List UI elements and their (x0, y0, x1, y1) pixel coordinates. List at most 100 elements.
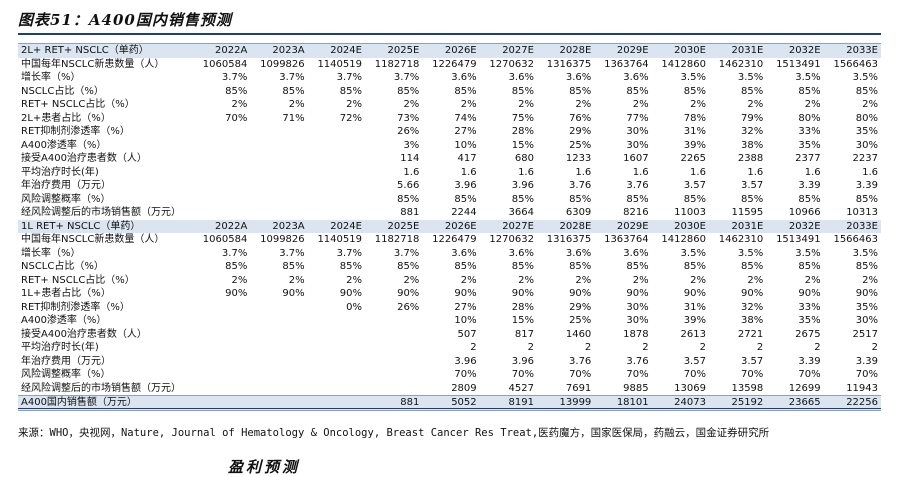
table-cell (365, 355, 422, 369)
table-cell: 3.96 (454, 180, 477, 191)
table-row: NSCLC占比（%） 85% 85% 85% 85% 85% 85% 85% 85% 85% 85%… (18, 260, 881, 274)
table-cell (308, 382, 365, 396)
table-cell: 1.6 (804, 166, 821, 178)
table-cell: 1566463 (833, 58, 878, 70)
section-title: 2L+ RET+ NSCLC（单药） (18, 43, 193, 58)
row-label: 年治疗费用（万元） (21, 355, 111, 367)
table-cell: 2% (690, 99, 706, 110)
table-cell: 2% (518, 99, 534, 110)
table-cell: 3.39 (855, 180, 878, 191)
table-cell: 1878 (623, 328, 649, 340)
table-cell: 3.5% (795, 72, 821, 83)
table-cell: 11943 (846, 382, 878, 394)
table-cell: 881 (400, 207, 420, 218)
row-label: 中国每年NSCLC新患数量（人） (21, 234, 165, 245)
section-header-row: 2L+ RET+ NSCLC（单药） 2022A 2023A 2024E 2025E 20… (18, 43, 881, 58)
table-cell: 85% (855, 85, 878, 97)
table-cell (250, 139, 307, 153)
table-cell: 85% (225, 261, 248, 272)
total-label: A400国内销售额（万元） (18, 395, 193, 411)
table-cell: 2% (804, 274, 821, 286)
row-label: 2L+患者占比（%） (21, 112, 111, 124)
table-cell: 2265 (680, 153, 706, 164)
table-cell (365, 314, 422, 328)
bottom-rule (18, 408, 881, 409)
table-cell: 2% (690, 274, 706, 286)
table-cell: 28% (511, 301, 534, 313)
row-label: 经风险调整后的市场销售额（万元） (21, 382, 181, 394)
table-cell: 1.6 (690, 166, 706, 178)
table-cell: 2% (862, 99, 878, 110)
table-cell: 3.96 (454, 355, 477, 367)
row-label: RET抑制剂渗透率（%） (21, 301, 130, 313)
table-cell: 85% (855, 261, 878, 272)
table-cell: 85% (741, 193, 764, 205)
table-cell: 3.76 (569, 355, 592, 367)
row-label: 增长率（%） (21, 72, 81, 83)
table-cell: 3.5% (680, 72, 706, 83)
table-cell: 2% (632, 99, 649, 110)
year-header: 2028E (536, 219, 595, 233)
row-label: 平均治疗时长(年) (21, 342, 99, 353)
table-cell: 1226479 (432, 234, 477, 245)
table-cell: 2% (288, 99, 305, 110)
table-cell: 70% (741, 369, 764, 380)
table-row: 风险调整概率（%） 85% 85% 85% 85% 85% 85% 85% 85% 85% (18, 193, 881, 207)
table-cell: 30% (855, 139, 878, 151)
table-cell: 8216 (623, 207, 649, 218)
table-cell: 39% (683, 139, 706, 151)
table-cell (193, 341, 250, 355)
total-cell: 5052 (422, 395, 480, 411)
table-cell: 11003 (674, 207, 706, 218)
table-cell (308, 139, 365, 153)
table-cell: 2377 (795, 153, 821, 164)
table-cell: 1.6 (460, 166, 477, 178)
table-cell: 3.5% (737, 72, 764, 83)
year-header: 2031E (708, 43, 767, 58)
total-cell: 13999 (536, 395, 595, 411)
table-cell: 3.7% (279, 72, 305, 83)
table-cell: 3.39 (798, 180, 821, 191)
table-cell: 3.7% (279, 247, 305, 259)
table-cell: 2721 (737, 328, 764, 340)
table-cell: 79% (741, 112, 764, 124)
year-header: 2025E (364, 43, 423, 58)
table-cell (250, 125, 307, 139)
year-header: 2022A (193, 219, 251, 233)
year-header: 2029E (594, 219, 652, 233)
table-cell: 2 (699, 342, 706, 353)
table-cell: 85% (511, 261, 534, 272)
table-row: A400渗透率（%） 3% 10% 15% 25% 30% 39% 38% 35% 30% (18, 139, 881, 153)
table-cell: 90% (282, 288, 305, 299)
table-cell: 90% (339, 288, 362, 299)
table-cell (250, 301, 307, 315)
table-cell: 85% (683, 261, 706, 272)
row-label: A400渗透率（%） (21, 139, 107, 151)
table-cell: 1.6 (518, 166, 534, 178)
table-cell: 1316375 (546, 58, 592, 70)
table-row: 年治疗费用（万元） 5.66 3.96 3.96 3.76 3.76 3.57 3.57 3.3… (18, 179, 881, 193)
table-cell (308, 341, 365, 355)
table-cell: 3.7% (221, 72, 248, 83)
table-cell: 90% (741, 288, 764, 299)
table-row: RET+ NSCLC占比（%） 2% 2% 2% 2% 2% 2% 2% 2% 2% 2% 2% 2% (18, 98, 881, 112)
table-cell: 85% (511, 85, 534, 97)
table-cell: 1.6 (403, 166, 420, 178)
table-cell: 1140519 (317, 234, 362, 245)
table-cell: 2809 (451, 382, 477, 394)
table-cell: 1182718 (374, 58, 420, 70)
table-cell: 72% (339, 112, 362, 124)
year-header: 2027E (479, 43, 537, 58)
table-cell: 3.96 (511, 355, 534, 367)
table-cell: 85% (798, 261, 821, 272)
year-header: 2026E (422, 43, 480, 58)
table-cell: 3.5% (795, 247, 821, 259)
table-cell: 3.57 (741, 180, 764, 191)
table-cell: 70% (569, 369, 592, 380)
table-cell: 2237 (852, 153, 878, 164)
table-cell: 26% (397, 126, 420, 137)
table-cell: 85% (511, 193, 534, 205)
table-cell: 2 (584, 342, 592, 353)
total-cell: 881 (364, 395, 423, 411)
table-cell: 3% (403, 139, 420, 151)
